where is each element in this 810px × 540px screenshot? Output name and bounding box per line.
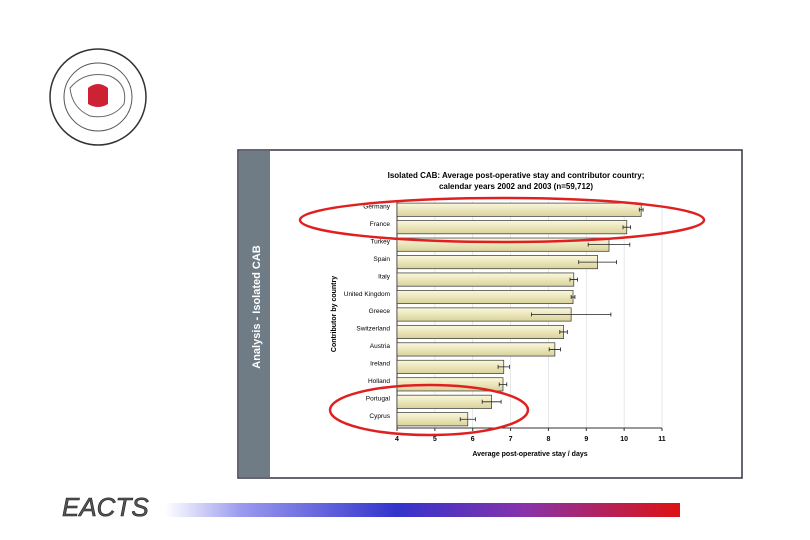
bar — [396, 220, 628, 235]
y-tick-label: Italy — [378, 273, 391, 280]
y-tick-label: Greece — [369, 308, 391, 315]
y-tick-label: Portugal — [366, 396, 391, 403]
error-bar — [548, 347, 561, 352]
y-tick-label: Austria — [370, 343, 391, 350]
y-tick-label: Germany — [363, 203, 390, 210]
bar — [396, 342, 556, 357]
x-axis-label: Average post-operative stay / days — [472, 451, 587, 458]
chart-subtitle: calendar years 2002 and 2003 (n=59,712) — [439, 182, 593, 191]
y-tick-label: Ireland — [370, 361, 390, 368]
error-bar — [578, 260, 617, 265]
error-bar — [559, 329, 568, 334]
bar — [396, 290, 574, 305]
error-bar — [622, 225, 631, 230]
x-tick-label: 7 — [509, 436, 513, 443]
error-bar — [587, 242, 631, 247]
y-axis-label: Contributor by country — [331, 276, 338, 352]
sidebar — [239, 151, 270, 477]
error-bar — [569, 277, 578, 282]
error-bar — [638, 207, 644, 212]
x-tick-label: 6 — [471, 436, 475, 443]
y-tick-label: Switzerland — [356, 326, 390, 333]
y-tick-label: Spain — [373, 256, 390, 263]
y-tick-label: United Kingdom — [344, 291, 390, 298]
bar — [396, 359, 505, 374]
error-bar — [530, 312, 612, 317]
bar — [396, 255, 598, 270]
x-tick-label: 5 — [433, 436, 437, 443]
bar — [396, 394, 492, 409]
error-bar — [497, 364, 510, 369]
error-bar — [481, 399, 502, 404]
footer-brand: EACTS — [62, 492, 149, 522]
x-tick-label: 8 — [546, 436, 550, 443]
bar — [396, 202, 642, 217]
chart-title: Isolated CAB: Average post-operative sta… — [388, 171, 645, 180]
x-tick-label: 11 — [658, 436, 666, 443]
y-tick-label: Cyprus — [369, 413, 390, 420]
x-tick-label: 10 — [620, 436, 628, 443]
bar — [396, 412, 469, 427]
footer-bar — [165, 503, 680, 517]
y-tick-label: Turkey — [370, 238, 390, 245]
x-tick-label: 4 — [395, 436, 399, 443]
bar — [396, 272, 575, 287]
y-tick-label: Holland — [368, 378, 390, 385]
highlight-ellipse — [298, 196, 706, 244]
bar — [396, 324, 564, 339]
sidebar-label: Analysis - Isolated CAB — [251, 245, 263, 369]
highlight-ellipse — [328, 383, 530, 437]
x-tick-label: 9 — [584, 436, 588, 443]
error-bar — [498, 382, 508, 387]
error-bar — [459, 417, 476, 422]
logo — [49, 48, 147, 146]
y-tick-label: France — [370, 221, 391, 228]
error-bar — [570, 295, 576, 300]
